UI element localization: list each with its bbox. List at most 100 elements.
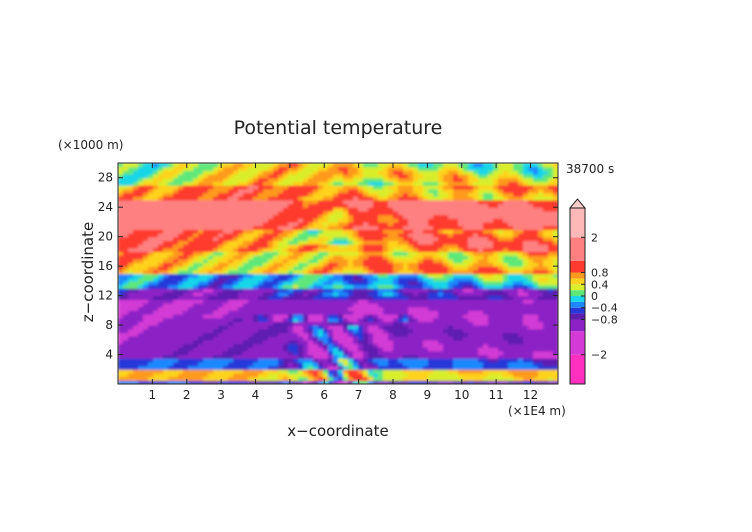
heatmap-cell <box>183 310 189 315</box>
heatmap-cell <box>273 306 279 311</box>
heatmap-cell <box>423 218 429 223</box>
heatmap-cell <box>283 299 289 304</box>
heatmap-cell <box>363 247 369 252</box>
heatmap-cell <box>353 229 359 234</box>
heatmap-cell <box>533 280 539 286</box>
heatmap-cell <box>163 199 169 205</box>
heatmap-cell <box>488 240 494 245</box>
heatmap-cell <box>183 350 189 356</box>
heatmap-cell <box>513 328 519 334</box>
heatmap-cell <box>493 350 499 356</box>
heatmap-cell <box>478 369 484 374</box>
heatmap-cell <box>233 361 239 367</box>
heatmap-cell <box>278 247 284 252</box>
heatmap-cell <box>368 321 374 326</box>
heatmap-cell <box>358 310 364 315</box>
heatmap-cell <box>528 236 534 241</box>
heatmap-cell <box>513 358 519 363</box>
heatmap-cell <box>263 347 269 352</box>
heatmap-cell <box>123 328 129 334</box>
heatmap-cell <box>203 325 209 330</box>
heatmap-cell <box>348 258 354 264</box>
heatmap-cell <box>188 314 194 319</box>
heatmap-cell <box>323 192 329 197</box>
heatmap-cell <box>328 174 334 179</box>
heatmap-cell <box>413 240 419 245</box>
heatmap-cell <box>393 207 399 212</box>
heatmap-cell <box>368 196 374 201</box>
heatmap-cell <box>163 372 169 378</box>
heatmap-cell <box>163 240 169 245</box>
heatmap-cell <box>368 262 374 267</box>
heatmap-cell <box>138 203 144 208</box>
heatmap-cell <box>403 255 409 260</box>
heatmap-cell <box>158 232 164 238</box>
heatmap-cell <box>123 240 129 245</box>
heatmap-cell <box>243 181 249 186</box>
heatmap-cell <box>343 295 349 300</box>
heatmap-cell <box>533 380 539 384</box>
heatmap-cell <box>498 343 504 348</box>
heatmap-cell <box>378 277 384 282</box>
heatmap-cell <box>253 347 259 352</box>
heatmap-cell <box>543 361 549 367</box>
heatmap-cell <box>248 354 254 359</box>
heatmap-cell <box>363 258 369 264</box>
heatmap-cell <box>128 299 134 304</box>
heatmap-cell <box>133 247 139 252</box>
heatmap-cell <box>518 361 524 367</box>
heatmap-cell <box>428 214 434 219</box>
heatmap-cell <box>263 181 269 186</box>
heatmap-cell <box>458 255 464 260</box>
heatmap-cell <box>263 284 269 289</box>
heatmap-cell <box>313 314 319 319</box>
heatmap-cell <box>288 218 294 223</box>
heatmap-cell <box>498 188 504 194</box>
heatmap-cell <box>443 236 449 241</box>
heatmap-cell <box>488 295 494 300</box>
heatmap-cell <box>328 232 334 238</box>
heatmap-cell <box>123 317 129 322</box>
heatmap-cell <box>268 181 274 186</box>
heatmap-cell <box>423 376 429 381</box>
heatmap-cell <box>293 188 299 194</box>
heatmap-cell <box>478 343 484 348</box>
heatmap-cell <box>173 273 179 278</box>
heatmap-cell <box>233 262 239 267</box>
heatmap-cell <box>403 207 409 212</box>
heatmap-cell <box>308 314 314 319</box>
heatmap-cell <box>518 317 524 322</box>
heatmap-cell <box>298 295 304 300</box>
heatmap-cell <box>283 258 289 264</box>
heatmap-cell <box>533 361 539 367</box>
heatmap-cell <box>298 277 304 282</box>
heatmap-cell <box>133 255 139 260</box>
heatmap-cell <box>243 199 249 205</box>
heatmap-cell <box>368 221 374 227</box>
heatmap-cell <box>278 218 284 223</box>
heatmap-cell <box>388 251 394 256</box>
heatmap-cell <box>523 376 529 381</box>
heatmap-cell <box>473 369 479 374</box>
heatmap-cell <box>388 288 394 293</box>
heatmap-cell <box>553 192 558 197</box>
heatmap-cell <box>393 192 399 197</box>
heatmap-cell <box>183 284 189 289</box>
heatmap-cell <box>143 207 149 212</box>
heatmap-cell <box>128 247 134 252</box>
heatmap-cell <box>293 262 299 267</box>
heatmap-cell <box>393 196 399 201</box>
heatmap-cell <box>228 218 234 223</box>
heatmap-cell <box>193 339 199 345</box>
heatmap-cell <box>183 247 189 252</box>
heatmap-cell <box>448 277 454 282</box>
heatmap-cell <box>418 244 424 249</box>
heatmap-cell <box>488 332 494 337</box>
heatmap-cell <box>303 247 309 252</box>
heatmap-cell <box>133 244 139 249</box>
heatmap-cell <box>118 244 124 249</box>
heatmap-cell <box>388 236 394 241</box>
heatmap-cell <box>298 240 304 245</box>
heatmap-cell <box>363 372 369 378</box>
heatmap-cell <box>513 295 519 300</box>
